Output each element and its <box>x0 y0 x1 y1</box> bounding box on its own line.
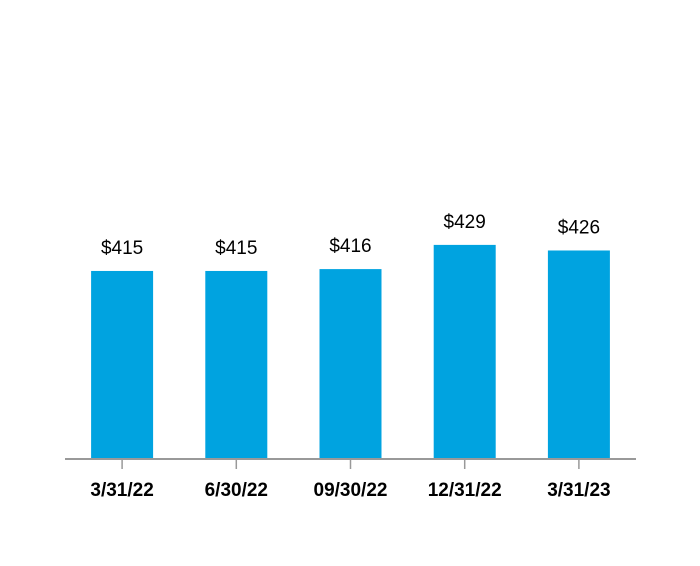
bar <box>319 269 382 459</box>
value-label: $426 <box>558 217 600 238</box>
x-tick-label: 12/31/22 <box>428 480 502 501</box>
bar <box>433 244 496 459</box>
bar <box>547 250 610 459</box>
value-label: $415 <box>101 238 143 259</box>
value-label: $416 <box>329 236 371 257</box>
value-label: $415 <box>215 238 257 259</box>
x-tick-label: 3/31/23 <box>547 480 610 501</box>
x-tick-label: 09/30/22 <box>314 480 388 501</box>
x-tick-label: 6/30/22 <box>205 480 268 501</box>
bar <box>91 270 154 459</box>
bar <box>205 270 268 459</box>
x-tick-label: 3/31/22 <box>90 480 153 501</box>
value-label: $429 <box>444 212 486 233</box>
